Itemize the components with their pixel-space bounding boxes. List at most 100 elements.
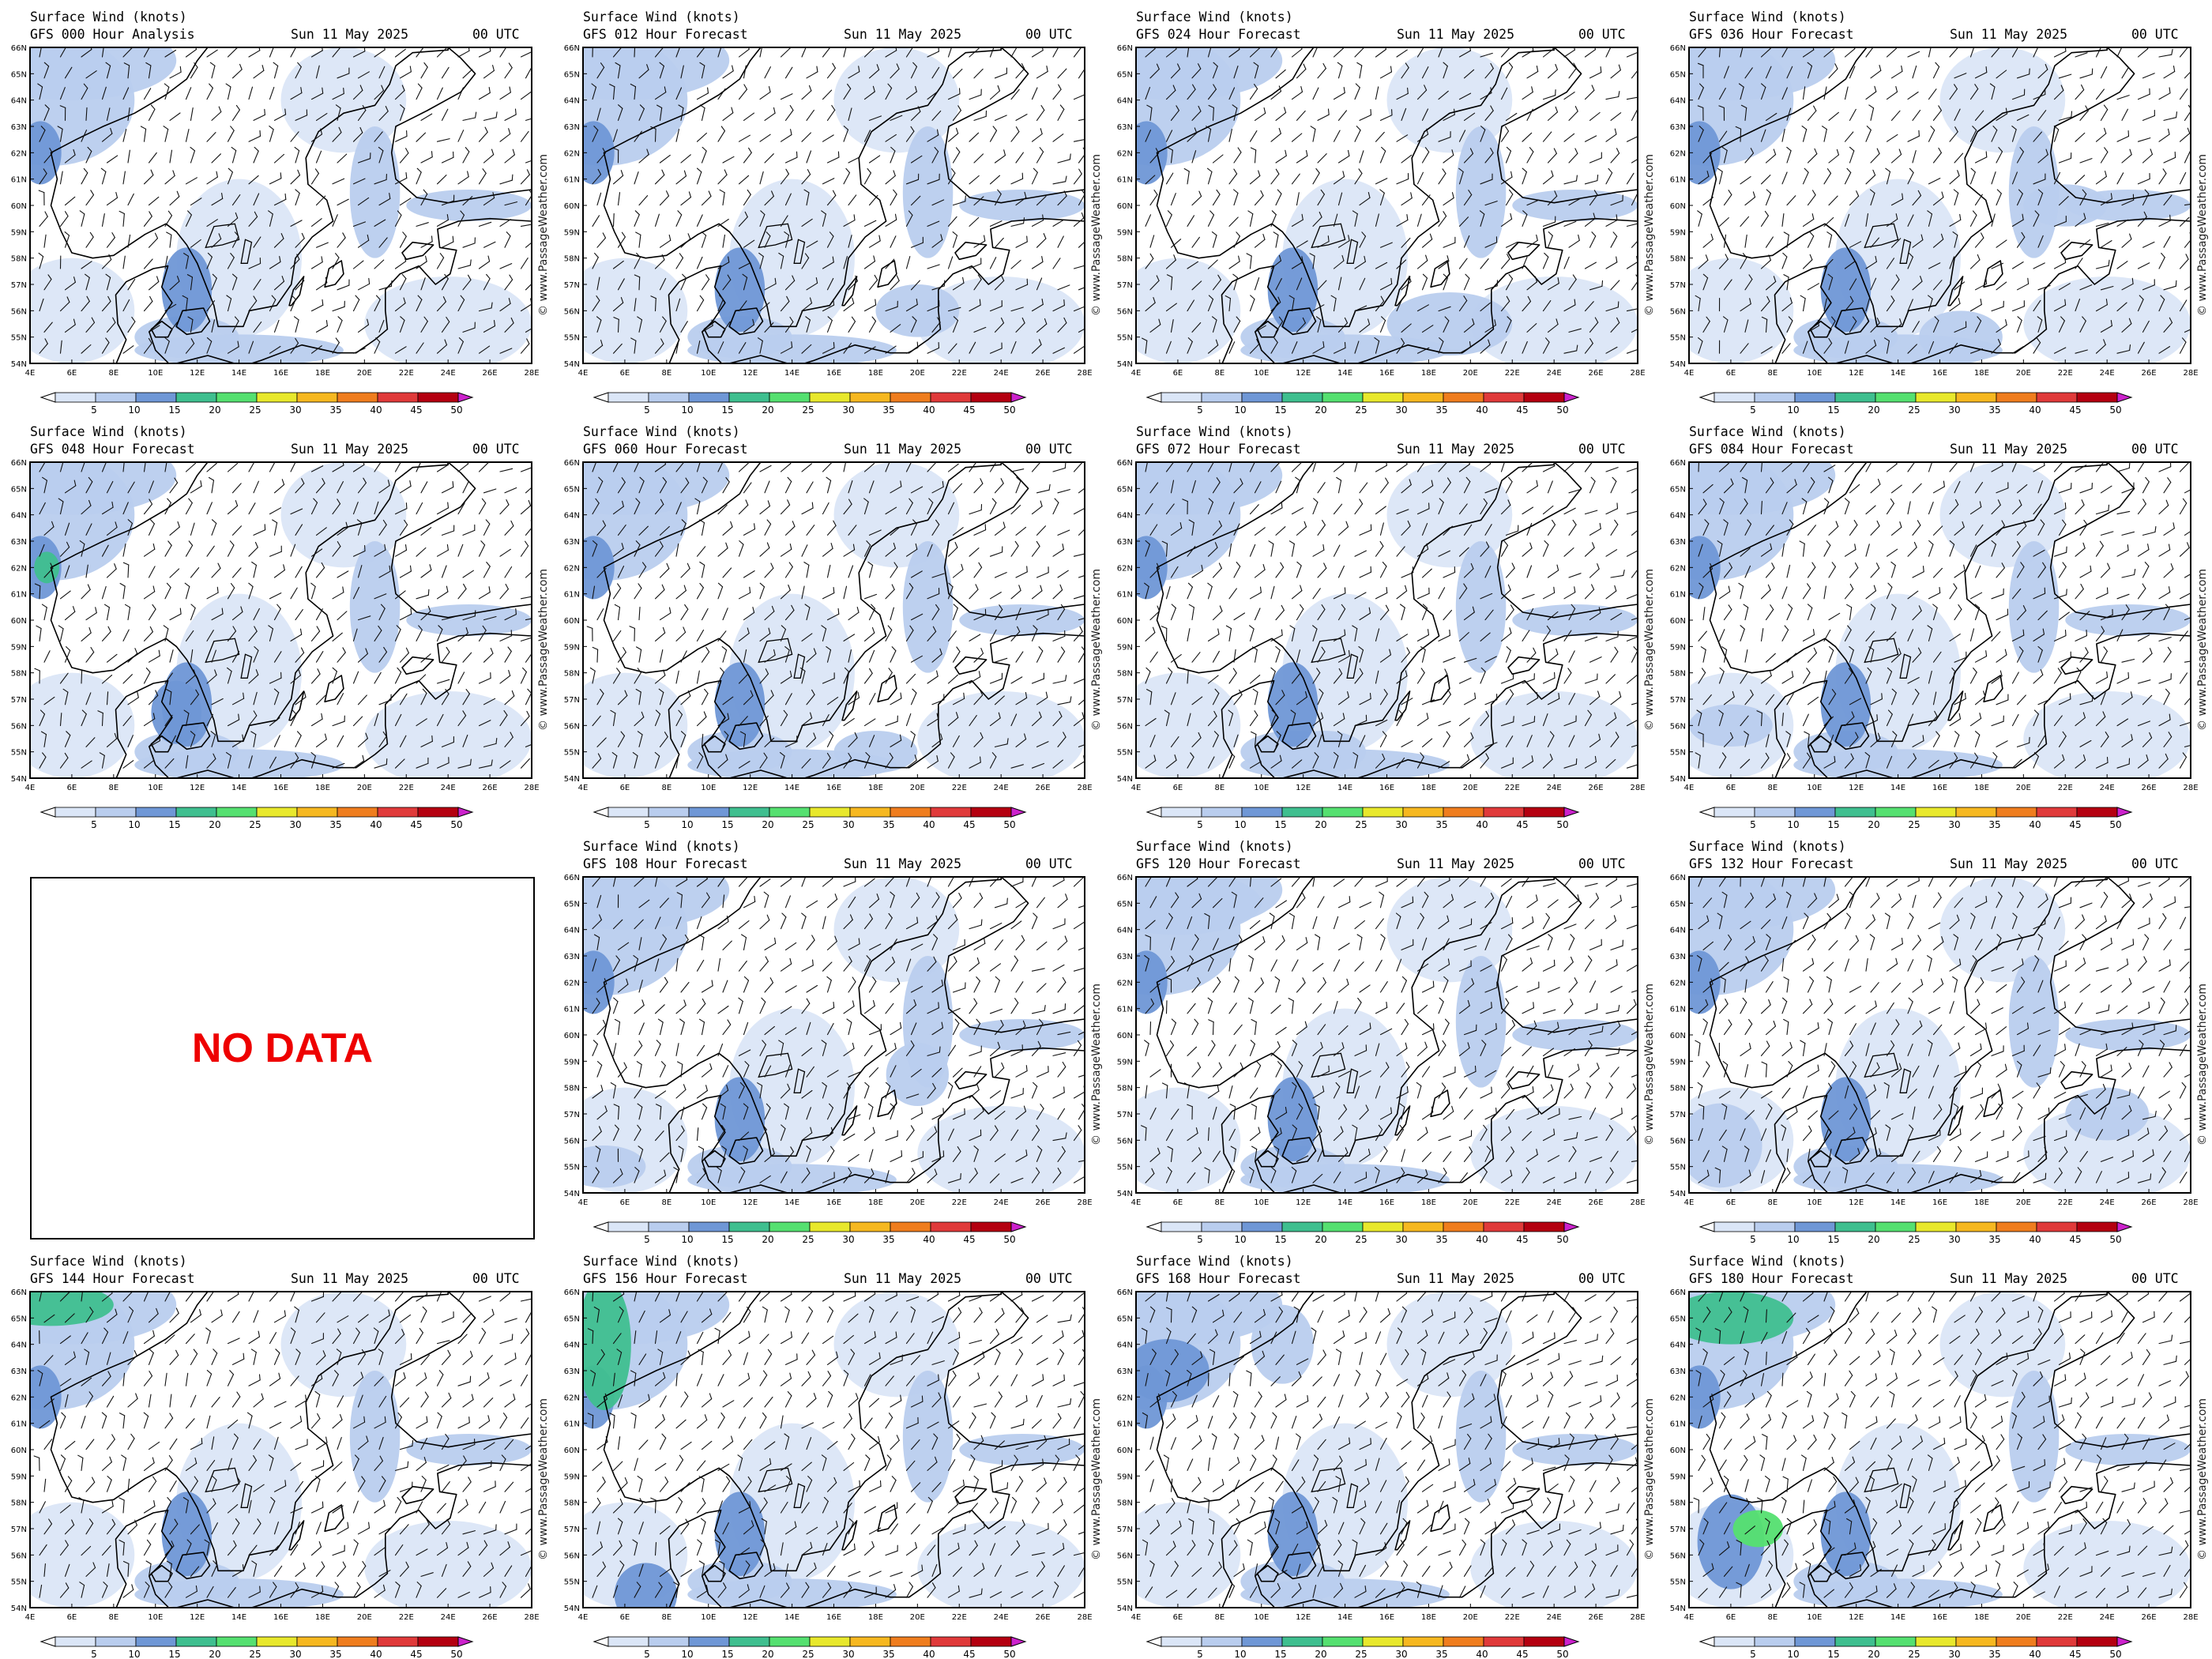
- wind-barb: [863, 261, 876, 269]
- forecast-panel[interactable]: 5 10 15 20 25 30 35 40 45 50 54N 55N 56N 57N 58N 59N 60N…: [0, 415, 553, 830]
- lat-label: 59N: [564, 228, 580, 237]
- lon-label: 20E: [1463, 784, 1478, 792]
- wind-barb-feather: [747, 627, 750, 634]
- wind-barb: [1010, 764, 1024, 769]
- lake-outline: [1864, 638, 1899, 664]
- wind-barb: [1416, 89, 1428, 100]
- colorbar-segment: [1754, 807, 1796, 818]
- wind-barb-feather: [646, 64, 649, 70]
- wind-barb: [1500, 544, 1509, 557]
- wind-barb: [1526, 70, 1539, 79]
- lon-label: 4E: [25, 784, 36, 792]
- wind-barb-feather: [1182, 498, 1188, 502]
- wind-barb: [617, 192, 621, 206]
- wind-barb: [826, 525, 837, 536]
- wind-barb-feather: [2018, 189, 2023, 194]
- wind-barb: [868, 194, 878, 206]
- wind-barb: [416, 261, 427, 269]
- wind-barb: [1375, 506, 1386, 515]
- wind-barb: [164, 175, 175, 185]
- wind-barb: [1563, 720, 1577, 727]
- wind-barb-feather: [1553, 586, 1556, 593]
- forecast-panel[interactable]: 5 10 15 20 25 30 35 40 45 50 54N 55N 56N 57N 58N 59N 60N…: [553, 415, 1106, 830]
- wind-barb: [39, 256, 44, 269]
- wind-barb: [148, 655, 160, 663]
- wind-barb: [1052, 88, 1062, 100]
- wind-barb: [2121, 323, 2132, 333]
- wind-barb-feather: [1952, 231, 1958, 236]
- lat-label: 61N: [11, 591, 27, 600]
- wind-barb-feather: [1039, 711, 1042, 718]
- forecast-panel[interactable]: 5 10 15 20 25 30 35 40 45 50 54N 55N 56N 57N 58N 59N 60N…: [1106, 0, 1659, 415]
- wind-barb: [1317, 114, 1330, 121]
- forecast-panel[interactable]: 5 10 15 20 25 30 35 40 45 50 54N 55N 56N 57N 58N 59N 60N…: [1106, 415, 1659, 830]
- wind-barb-feather: [511, 690, 515, 697]
- wind-barb: [164, 544, 172, 557]
- wind-barb: [717, 88, 726, 100]
- wind-barb: [801, 218, 813, 227]
- wind-barb: [1991, 171, 1996, 185]
- wind-barb: [1463, 698, 1477, 705]
- wind-barb: [1786, 320, 1793, 333]
- wind-barb-feather: [1290, 709, 1296, 714]
- forecast-panel[interactable]: 5 10 15 20 25 30 35 40 45 50 54N 55N 56N 57N 58N 59N 60N…: [553, 0, 1106, 415]
- wind-barb: [122, 760, 134, 769]
- wind-barb: [441, 241, 454, 248]
- wind-barb-feather: [491, 302, 493, 309]
- wind-barb: [1723, 149, 1728, 164]
- wind-barb: [868, 240, 881, 248]
- wind-barb-feather: [887, 83, 893, 89]
- wind-barb-feather: [602, 232, 607, 239]
- wind-barb: [863, 220, 877, 227]
- wind-barb: [743, 529, 756, 536]
- wind-barb: [1991, 262, 2004, 269]
- wind-barb-feather: [300, 87, 303, 94]
- wind-barb: [1228, 713, 1234, 727]
- wind-barb: [1170, 149, 1173, 164]
- forecast-panel[interactable]: 5 10 15 20 25 30 35 40 45 50 54N 55N 56N 57N 58N 59N 60N…: [1659, 415, 2212, 830]
- wind-barb: [2158, 220, 2171, 227]
- wind-barb: [1740, 257, 1747, 269]
- wind-barb: [1765, 280, 1777, 291]
- wind-barb-feather: [1190, 752, 1194, 758]
- wind-barb: [1610, 280, 1620, 291]
- wind-barb-feather: [1000, 478, 1004, 484]
- wind-barb: [106, 322, 116, 333]
- wind-barb-feather: [1087, 480, 1089, 485]
- wind-barb: [1149, 611, 1161, 621]
- colorbar-segment: [970, 807, 1012, 818]
- wind-barb-feather: [1574, 148, 1578, 154]
- wind-barb-feather: [489, 47, 491, 52]
- wind-barb: [273, 153, 285, 164]
- wind-barb-feather: [2083, 213, 2086, 220]
- wind-barb-feather: [1017, 626, 1021, 633]
- wind-barb: [1421, 108, 1429, 121]
- wind-barb: [1421, 151, 1430, 164]
- wind-barb-feather: [813, 732, 817, 739]
- wind-barb-feather: [1304, 690, 1307, 698]
- wind-barb: [780, 504, 791, 515]
- wind-barb: [801, 257, 810, 269]
- lon-label: 12E: [1296, 784, 1311, 792]
- wind-barb-feather: [2064, 299, 2067, 306]
- wind-barb: [1073, 630, 1083, 641]
- lon-label: 22E: [1505, 369, 1520, 378]
- wind-barb-feather: [510, 732, 514, 738]
- wind-speed-shading: [1136, 462, 1283, 515]
- wind-barb: [310, 755, 316, 769]
- wind-barb: [1723, 194, 1732, 206]
- forecast-panel[interactable]: 5 10 15 20 25 30 35 40 45 50 54N 55N 56N 57N 58N 59N 60N…: [1659, 0, 2212, 415]
- wind-barb-feather: [832, 62, 836, 69]
- wind-barb: [416, 762, 429, 769]
- wind-barb: [1010, 340, 1017, 354]
- wind-barb: [743, 324, 755, 333]
- wind-barb-feather: [783, 709, 788, 716]
- wind-barb: [822, 347, 835, 354]
- wind-barb: [185, 713, 190, 727]
- wind-barb-feather: [1060, 604, 1066, 610]
- forecast-panel[interactable]: 5 10 15 20 25 30 35 40 45 50 54N 55N 56N 57N 58N 59N 60N…: [0, 0, 553, 415]
- lat-label: 63N: [564, 538, 580, 547]
- wind-barb-feather: [206, 337, 213, 342]
- wind-barb: [1031, 344, 1042, 354]
- wind-barb: [1057, 529, 1070, 536]
